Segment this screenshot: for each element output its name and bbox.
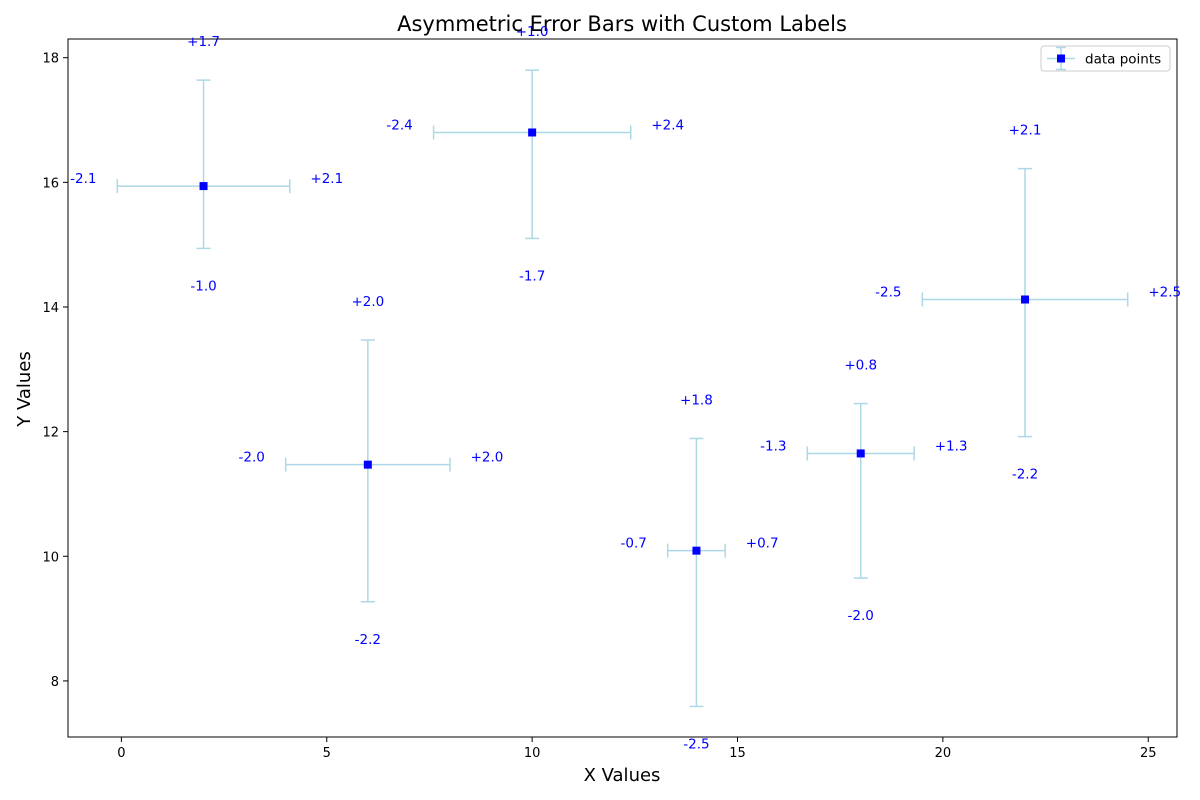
legend-box (1040, 45, 1171, 72)
error-label-right: +1.3 (935, 438, 968, 454)
x-tick-label: 0 (117, 746, 125, 761)
error-label-top: +0.8 (844, 358, 877, 374)
axes-frame (67, 38, 1178, 738)
legend-label: data points (1085, 52, 1161, 68)
error-label-left: -2.5 (875, 285, 901, 301)
error-label-top: +1.7 (187, 34, 220, 50)
error-label-left: -2.0 (239, 450, 265, 466)
data-point-marker (528, 128, 537, 137)
data-point-marker (363, 460, 372, 469)
error-label-top: +1.0 (516, 24, 549, 40)
error-label-bottom: -1.7 (519, 268, 545, 284)
error-label-right: +2.1 (310, 171, 343, 187)
error-label-right: +2.5 (1148, 285, 1181, 301)
data-point-marker (692, 546, 701, 555)
y-tick-label: 14 (42, 301, 59, 316)
error-label-bottom: -1.0 (190, 278, 216, 294)
error-label-left: -2.1 (70, 171, 96, 187)
error-label-left: -2.4 (386, 117, 412, 133)
x-tick-label: 20 (935, 746, 952, 761)
plot-area: 0 5 10 15 20 25 8 10 12 14 16 18 +1.7 -1.0 -2.1 +2.1 +2.… (42, 24, 1181, 761)
error-label-top: +2.0 (351, 294, 384, 310)
legend-marker (1057, 54, 1065, 63)
y-tick-label: 18 (42, 52, 59, 67)
error-label-bottom: -2.0 (848, 608, 874, 624)
error-label-bottom: -2.2 (1012, 467, 1038, 483)
y-tick-label: 12 (42, 426, 59, 441)
chart-title: Asymmetric Error Bars with Custom Labels (397, 12, 847, 36)
error-label-bottom: -2.5 (683, 736, 709, 752)
x-tick-label: 25 (1140, 746, 1157, 761)
error-label-right: +2.0 (471, 450, 504, 466)
error-label-right: +0.7 (746, 536, 779, 552)
data-point-marker (199, 182, 208, 191)
error-label-left: -0.7 (621, 536, 647, 552)
data-point-marker (1021, 295, 1030, 304)
error-label-bottom: -2.2 (355, 632, 381, 648)
x-tick-label: 15 (729, 746, 746, 761)
error-label-left: -1.3 (760, 438, 786, 454)
x-axis-title: X Values (584, 765, 661, 786)
y-tick-label: 10 (42, 550, 59, 565)
data-point-marker (856, 449, 865, 458)
y-axis-title: Y Values (14, 351, 35, 428)
x-tick-label: 10 (524, 746, 541, 761)
error-label-top: +2.1 (1009, 123, 1042, 139)
y-tick-label: 8 (51, 675, 59, 690)
x-tick-label: 5 (323, 746, 331, 761)
error-label-top: +1.8 (680, 392, 713, 408)
y-tick-label: 16 (42, 176, 59, 191)
error-label-right: +2.4 (651, 117, 684, 133)
legend: data points (1040, 45, 1171, 72)
